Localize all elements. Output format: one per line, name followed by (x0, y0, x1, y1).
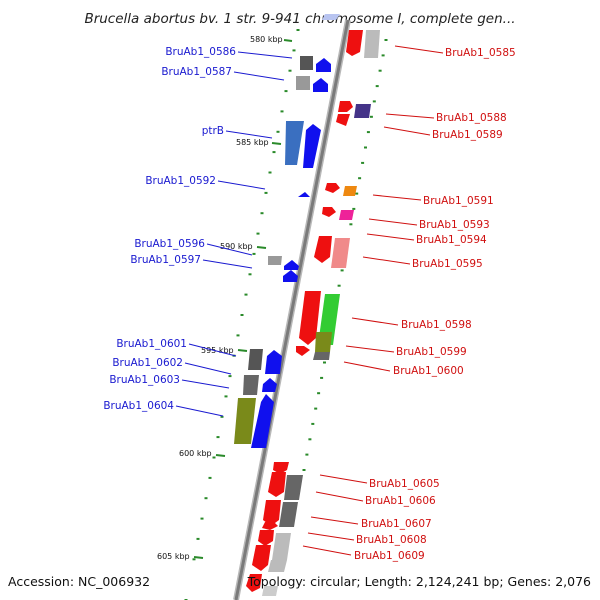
track-tick (240, 314, 244, 316)
label-BruAb1_0594[interactable]: BruAb1_0594 (416, 234, 487, 246)
label-BruAb1_0586[interactable]: BruAb1_0586 (165, 46, 236, 58)
label-BruAb1_0605[interactable]: BruAb1_0605 (369, 478, 440, 490)
track-tick (361, 161, 365, 164)
track-tick (320, 376, 324, 379)
left-strand-features (234, 56, 331, 448)
track-tick (208, 476, 212, 479)
track-tick (272, 151, 276, 154)
label-BruAb1_0607[interactable]: BruAb1_0607 (361, 518, 432, 530)
track-tick (352, 207, 356, 210)
track-tick (268, 171, 272, 174)
track-tick (305, 453, 309, 456)
track-tick (375, 85, 379, 88)
track-tick (358, 177, 362, 180)
accession-text: Accession: NC_006932 (8, 574, 150, 589)
track-tick (212, 456, 216, 459)
track-tick (284, 90, 288, 93)
scale-600: 600 kbp (179, 449, 212, 458)
label-BruAb1_0592[interactable]: BruAb1_0592 (145, 175, 216, 187)
label-BruAb1_0599[interactable]: BruAb1_0599 (396, 346, 467, 358)
left-gene-labels: BruAb1_0586 BruAb1_0587 ptrB BruAb1_0592… (103, 46, 293, 417)
genome-backbone (233, 19, 351, 600)
scale-585: 585 kbp (236, 138, 269, 147)
track-tick (369, 115, 373, 118)
summary-text: Topology: circular; Length: 2,124,241 bp… (247, 574, 591, 589)
label-BruAb1_0598[interactable]: BruAb1_0598 (401, 319, 472, 331)
track-tick (204, 497, 208, 500)
label-BruAb1_0602[interactable]: BruAb1_0602 (112, 357, 183, 369)
track-tick (224, 395, 228, 398)
label-BruAb1_0597[interactable]: BruAb1_0597 (130, 254, 201, 266)
label-BruAb1_0585[interactable]: BruAb1_0585 (445, 47, 516, 59)
label-BruAb1_0591[interactable]: BruAb1_0591 (423, 195, 494, 207)
label-BruAb1_0589[interactable]: BruAb1_0589 (432, 129, 503, 141)
label-BruAb1_0606[interactable]: BruAb1_0606 (365, 495, 436, 507)
track-tick (200, 517, 204, 520)
label-BruAb1_0588[interactable]: BruAb1_0588 (436, 112, 507, 124)
label-ptrB[interactable]: ptrB (202, 125, 224, 137)
label-BruAb1_0608[interactable]: BruAb1_0608 (356, 534, 427, 546)
track-tick (308, 438, 312, 441)
track-tick (280, 110, 284, 113)
label-BruAb1_0609[interactable]: BruAb1_0609 (354, 550, 425, 562)
track-tick (248, 273, 252, 276)
track-tick (355, 192, 359, 195)
track-tick (276, 130, 280, 133)
label-BruAb1_0587[interactable]: BruAb1_0587 (161, 66, 232, 78)
label-BruAb1_0603[interactable]: BruAb1_0603 (109, 374, 180, 386)
track-tick (288, 69, 292, 72)
track-tick (236, 334, 240, 337)
label-BruAb1_0593[interactable]: BruAb1_0593 (419, 219, 490, 231)
track-tick (216, 436, 220, 439)
label-BruAb1_0596[interactable]: BruAb1_0596 (134, 238, 205, 250)
track-tick (364, 146, 367, 149)
track-tick (220, 415, 224, 418)
track-tick (317, 392, 321, 395)
label-BruAb1_0601[interactable]: BruAb1_0601 (116, 338, 187, 350)
track-tick (337, 284, 341, 287)
label-BruAb1_0595[interactable]: BruAb1_0595 (412, 258, 483, 270)
scale-labels: 580 kbp 585 kbp 590 kbp 595 kbp 600 kbp … (157, 35, 293, 561)
label-BruAb1_0604[interactable]: BruAb1_0604 (103, 400, 174, 412)
track-tick (196, 537, 200, 540)
track-tick (366, 131, 370, 134)
track-tick (314, 407, 318, 410)
label-BruAb1_0600[interactable]: BruAb1_0600 (393, 365, 464, 377)
track-tick (349, 223, 353, 226)
scale-580: 580 kbp (250, 35, 283, 44)
track-tick (264, 191, 268, 194)
track-tick (252, 252, 256, 255)
track-tick (340, 269, 344, 272)
track-tick (244, 293, 248, 296)
right-gene-labels: BruAb1_0585 BruAb1_0588 BruAb1_0589 BruA… (302, 45, 516, 562)
scale-595: 595 kbp (201, 346, 234, 355)
track-tick (311, 422, 315, 425)
scale-590: 590 kbp (220, 242, 253, 251)
right-strand-features (246, 14, 380, 596)
track-tick (302, 469, 306, 471)
track-tick (323, 361, 326, 364)
track-tick (381, 54, 385, 57)
track-tick (260, 212, 264, 215)
track-tick (372, 100, 376, 103)
track-tick (292, 49, 296, 52)
track-tick (378, 69, 382, 72)
track-tick (228, 375, 232, 378)
map-title: Brucella abortus bv. 1 str. 9-941 chromo… (84, 11, 515, 27)
scale-605: 605 kbp (157, 552, 190, 561)
track-tick (256, 232, 260, 235)
track-tick (296, 29, 300, 31)
track-tick (384, 39, 388, 41)
track-tick (192, 558, 196, 561)
